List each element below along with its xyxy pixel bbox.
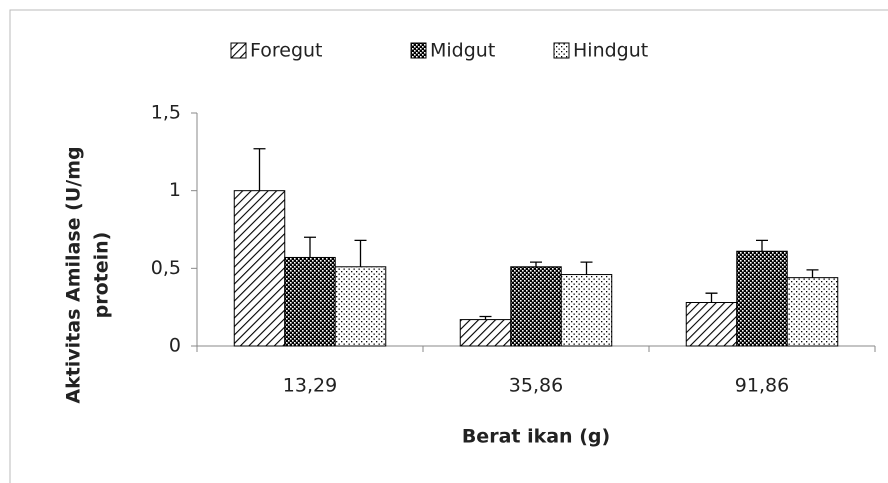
bar bbox=[786, 277, 839, 347]
bar bbox=[233, 190, 286, 347]
legend-swatch bbox=[230, 42, 247, 59]
frame bbox=[9, 9, 888, 483]
error-bar bbox=[253, 148, 266, 191]
error-bar bbox=[580, 261, 593, 275]
legend-label: Foregut bbox=[250, 40, 323, 62]
error-bar bbox=[304, 236, 316, 258]
legend-label: Midgut bbox=[430, 40, 495, 62]
error-bar bbox=[354, 239, 367, 267]
bar bbox=[284, 256, 336, 347]
bar bbox=[459, 319, 512, 347]
legend-swatch bbox=[553, 42, 570, 59]
legend-label: Hindgut bbox=[573, 40, 648, 62]
bar bbox=[510, 266, 562, 347]
x-tick-label: 35,86 bbox=[509, 375, 563, 397]
bar bbox=[334, 266, 387, 347]
x-tick-label: 91,86 bbox=[735, 375, 789, 397]
error-bar bbox=[806, 269, 819, 278]
bar bbox=[736, 250, 788, 347]
y-tick-label: 1 bbox=[169, 179, 181, 201]
error-bar bbox=[705, 292, 718, 303]
legend-swatch bbox=[410, 42, 427, 59]
y-tick-label: 0,5 bbox=[151, 257, 181, 279]
bar bbox=[685, 302, 738, 347]
y-tick-label: 1,5 bbox=[151, 102, 181, 124]
x-axis-label: Berat ikan (g) bbox=[462, 426, 610, 448]
error-bar bbox=[756, 239, 768, 252]
y-axis-label-line: protein) bbox=[91, 232, 113, 319]
y-axis-label: Aktivitas Amilase (U/mg protein) bbox=[63, 146, 113, 403]
y-tick-label: 0 bbox=[169, 335, 181, 357]
bar bbox=[560, 274, 613, 347]
error-bar bbox=[479, 315, 492, 320]
x-tick-label: 13,29 bbox=[283, 375, 337, 397]
error-bar bbox=[530, 261, 542, 267]
y-axis-label-line: Aktivitas Amilase (U/mg bbox=[63, 146, 85, 403]
